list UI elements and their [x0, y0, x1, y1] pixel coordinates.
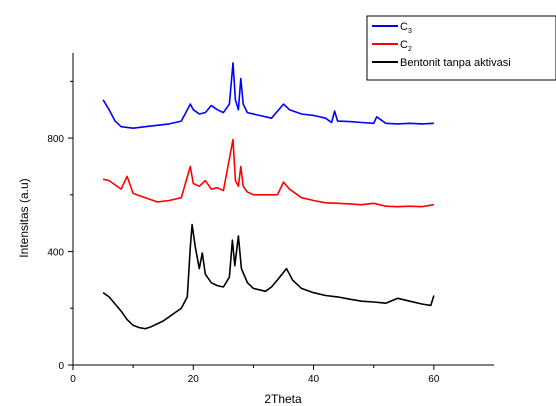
legend: C3 C2 Bentonit tanpa aktivasi: [366, 15, 556, 81]
y-tick-label: 0: [58, 361, 64, 372]
series-group: [102, 62, 435, 330]
y-axis-label: Intensitas (a.u): [17, 178, 31, 257]
legend-label: Bentonit tanpa aktivasi: [400, 57, 511, 69]
axes-group: [72, 53, 494, 366]
x-tick-label: 20: [188, 374, 200, 385]
y-tick-label: 800: [47, 134, 64, 145]
legend-label: C2: [400, 39, 412, 53]
legend-box: [366, 15, 556, 81]
series-line-3: [102, 223, 435, 330]
y-tick-label: 400: [47, 248, 64, 259]
x-axis-label: 2Theta: [264, 392, 302, 406]
x-tick-label: 60: [428, 374, 440, 385]
x-tick-label: 0: [70, 374, 76, 385]
series-line-2: [102, 138, 435, 208]
ticks-group: 0 20 40 60 0 400 800: [47, 80, 440, 385]
x-tick-label: 40: [308, 374, 320, 385]
legend-label: C3: [400, 21, 412, 35]
series-line-1: [102, 62, 434, 129]
